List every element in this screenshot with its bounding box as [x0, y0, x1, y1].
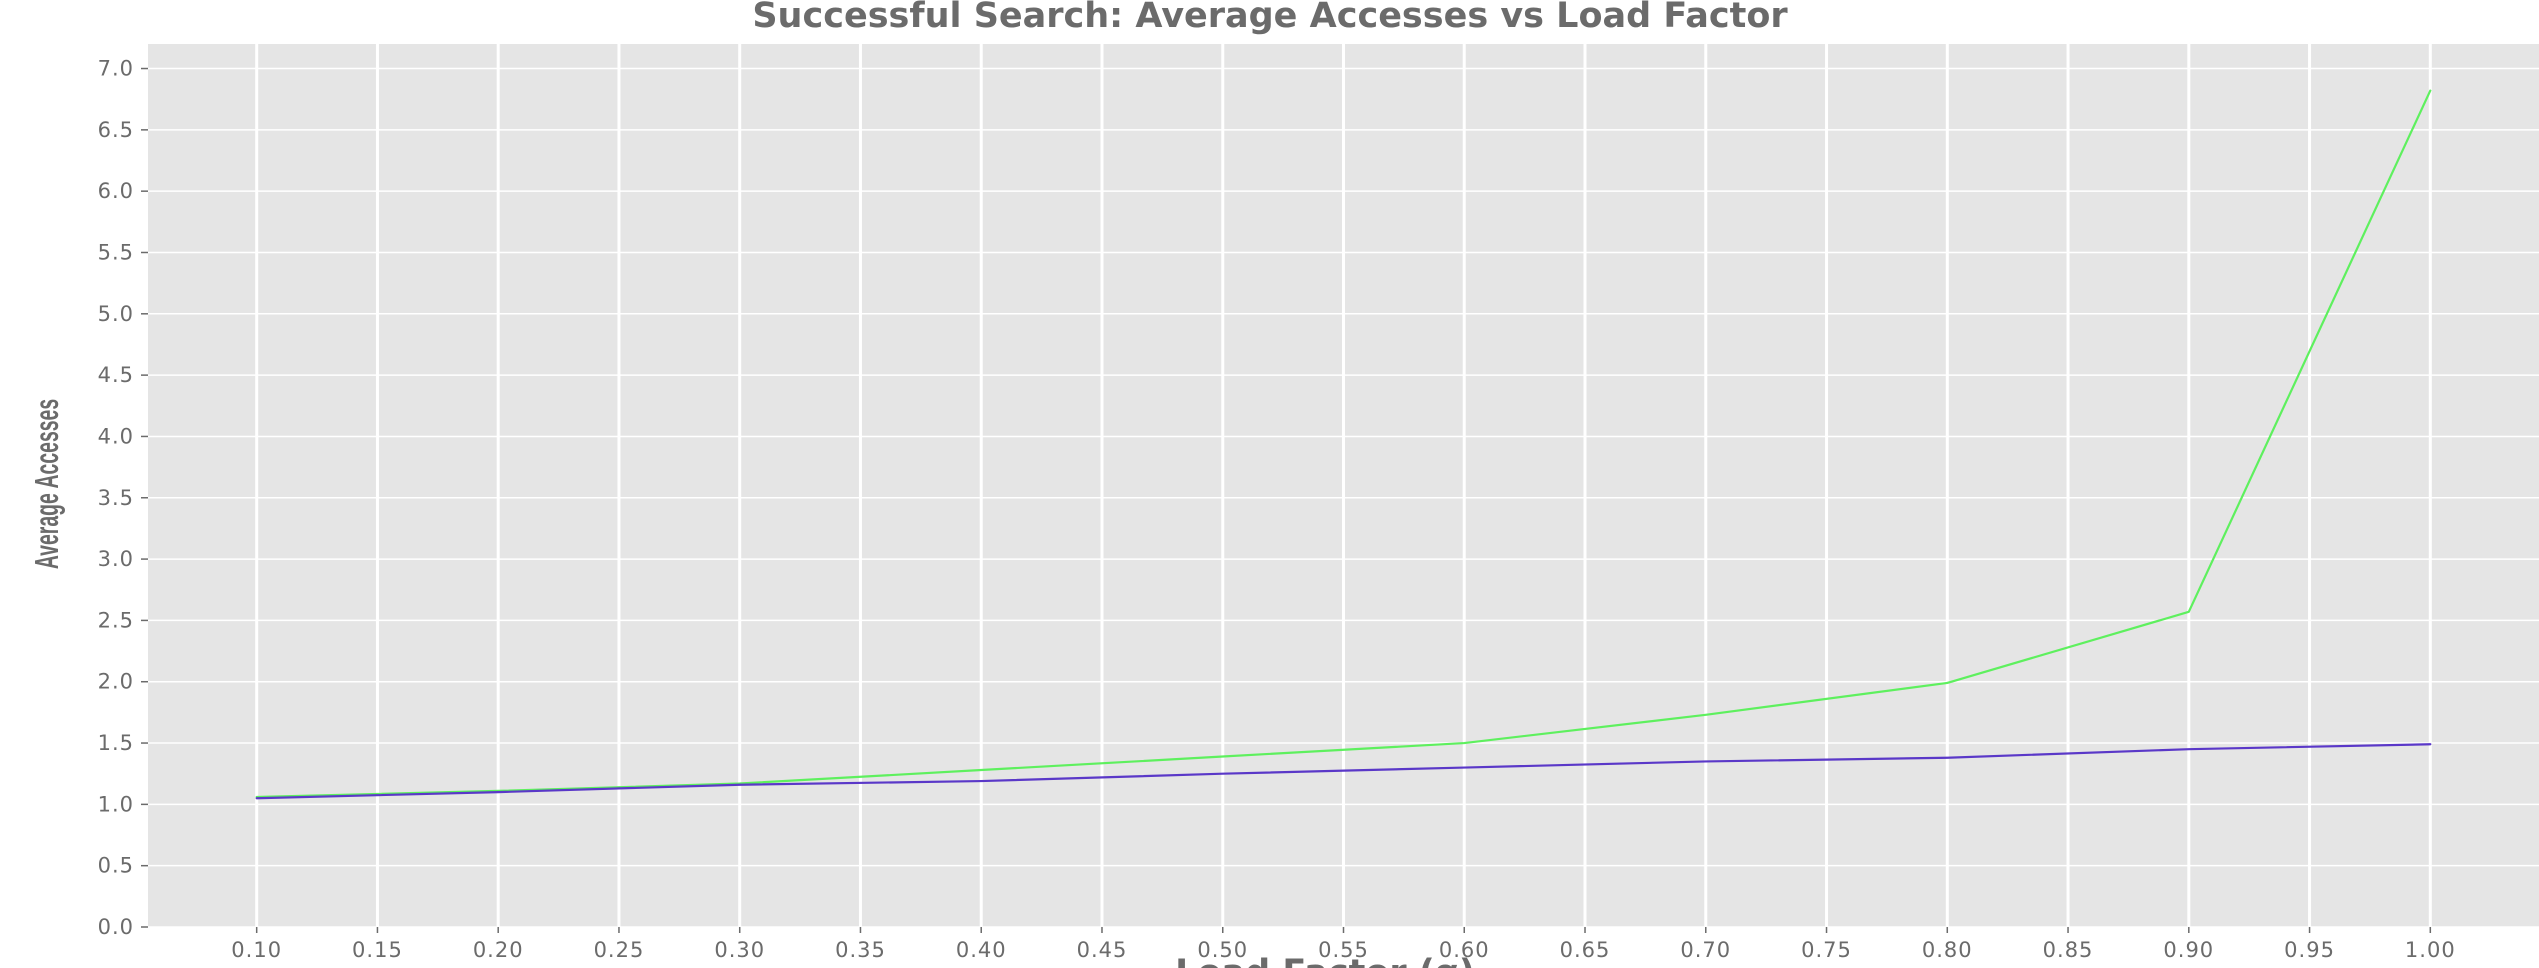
x-tick-label: 0.85 — [2043, 938, 2094, 962]
y-tick-label: 6.0 — [98, 179, 134, 203]
x-tick-label: 0.30 — [714, 938, 765, 962]
series-line-1 — [255, 89, 2432, 799]
y-tick-label: 7.0 — [98, 57, 134, 81]
x-tick-label: 0.40 — [956, 938, 1007, 962]
y-tick-label: 1.5 — [98, 731, 134, 755]
x-tick-label: 0.65 — [1560, 938, 1611, 962]
y-tick-label: 3.0 — [98, 547, 134, 571]
x-tick-label: 0.25 — [594, 938, 645, 962]
y-tick-label: 0.5 — [98, 854, 134, 878]
x-tick-label: 1.00 — [2405, 938, 2456, 962]
y-tick-label: 5.5 — [98, 240, 134, 264]
x-tick-label: 0.50 — [1197, 938, 1248, 962]
y-tick-label: 4.5 — [98, 363, 134, 387]
y-tick-label: 6.5 — [98, 118, 134, 142]
x-tick-label: 0.70 — [1680, 938, 1731, 962]
axis-ticks: 0.10 0.15 0.20 0.25 0.30 0.35 0.40 0.45 0.50 0.55… — [98, 57, 2456, 962]
y-tick-label: 1.0 — [98, 792, 134, 816]
y-tick-label: 3.5 — [98, 486, 134, 510]
x-tick-label: 0.55 — [1318, 938, 1369, 962]
series-line-2 — [255, 743, 2432, 800]
series-lines — [255, 89, 2432, 800]
x-tick-label: 0.60 — [1439, 938, 1490, 962]
x-axis-label: Load Factor (α) — [1175, 953, 1475, 968]
x-tick-label: 0.90 — [2163, 938, 2214, 962]
y-tick-label: 0.0 — [98, 915, 134, 939]
y-tick-label: 5.0 — [98, 302, 134, 326]
y-tick-label: 2.5 — [98, 608, 134, 632]
x-tick-label: 0.95 — [2284, 938, 2335, 962]
x-tick-label: 0.75 — [1801, 938, 1852, 962]
x-tick-label: 0.20 — [473, 938, 524, 962]
grid-lines — [148, 44, 2539, 928]
y-tick-label: 4.0 — [98, 424, 134, 448]
x-tick-label: 0.45 — [1077, 938, 1128, 962]
x-tick-label: 0.15 — [352, 938, 403, 962]
x-tick-label: 0.10 — [231, 938, 282, 962]
x-tick-label: 0.35 — [835, 938, 886, 962]
y-axis-label: Average Accesses — [27, 399, 65, 569]
chart-title: Successful Search: Average Accesses vs L… — [752, 0, 1788, 36]
x-tick-label: 0.80 — [1922, 938, 1973, 962]
y-tick-label: 2.0 — [98, 670, 134, 694]
